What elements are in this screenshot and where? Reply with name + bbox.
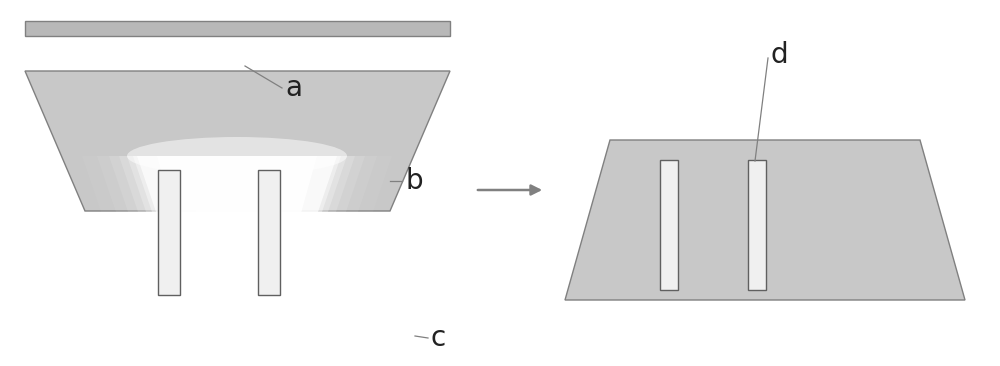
Text: d: d: [770, 41, 788, 69]
Bar: [660, 160, 678, 290]
Text: a: a: [285, 74, 302, 102]
Polygon shape: [187, 156, 287, 356]
Polygon shape: [109, 156, 365, 356]
Ellipse shape: [127, 137, 347, 175]
Polygon shape: [25, 71, 450, 211]
Polygon shape: [97, 156, 377, 356]
Bar: [258, 170, 280, 295]
Polygon shape: [157, 156, 317, 356]
Bar: [748, 160, 766, 290]
Polygon shape: [565, 140, 965, 300]
Text: b: b: [405, 167, 423, 195]
Polygon shape: [133, 156, 341, 356]
Polygon shape: [127, 156, 347, 356]
Polygon shape: [137, 156, 337, 356]
Polygon shape: [25, 21, 450, 36]
Bar: [158, 170, 180, 295]
Polygon shape: [119, 156, 355, 356]
Text: c: c: [430, 324, 445, 352]
